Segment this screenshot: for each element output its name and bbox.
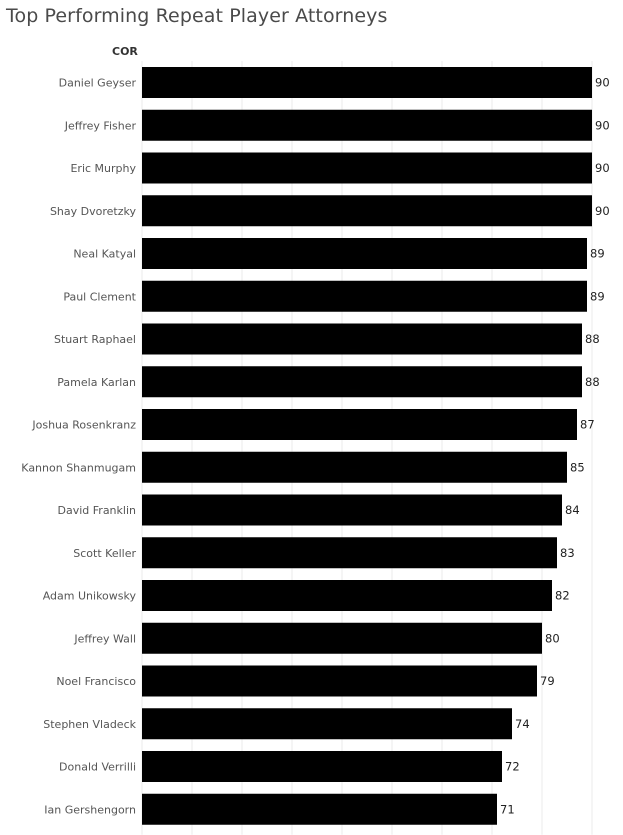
- bar[interactable]: [142, 195, 592, 227]
- chart-title: Top Performing Repeat Player Attorneys: [6, 5, 388, 27]
- category-label: Ian Gershengorn: [44, 803, 136, 816]
- category-label: Kannon Shanmugam: [21, 461, 136, 474]
- category-label: Stephen Vladeck: [43, 718, 136, 731]
- category-label: Adam Unikowsky: [43, 590, 137, 603]
- category-label: Scott Keller: [73, 547, 136, 560]
- value-labels: 90 90 90 90 89 89 88 88 87 85 84 83 82 80 79 74 72 71: [500, 76, 610, 817]
- value-label: 83: [560, 546, 575, 560]
- category-label: Stuart Raphael: [54, 333, 136, 346]
- bar[interactable]: [142, 280, 587, 312]
- category-label: Shay Dvoretzky: [50, 205, 137, 218]
- value-label: 89: [590, 289, 605, 303]
- category-label: Paul Clement: [63, 290, 136, 303]
- value-label: 88: [585, 375, 600, 389]
- bar[interactable]: [142, 751, 502, 782]
- bar[interactable]: [142, 67, 592, 98]
- value-label: 82: [555, 589, 570, 603]
- bar[interactable]: [142, 366, 582, 398]
- category-label: David Franklin: [58, 504, 137, 517]
- gridlines: [141, 61, 593, 835]
- value-label: 71: [500, 802, 515, 816]
- bar[interactable]: [142, 708, 512, 740]
- category-label: Noel Francisco: [56, 675, 136, 688]
- bar[interactable]: [142, 152, 592, 184]
- bars: [142, 67, 592, 825]
- value-label: 80: [545, 631, 560, 645]
- value-label: 74: [515, 717, 530, 731]
- row-header: COR: [112, 45, 138, 58]
- bar[interactable]: [142, 580, 552, 611]
- bar[interactable]: [142, 451, 567, 483]
- value-label: 90: [595, 204, 610, 218]
- category-label: Jeffrey Wall: [73, 632, 136, 645]
- value-label: 90: [595, 118, 610, 132]
- value-label: 72: [505, 760, 520, 774]
- bar[interactable]: [142, 494, 562, 526]
- category-label: Neal Katyal: [73, 248, 136, 261]
- bar[interactable]: [142, 323, 582, 355]
- value-label: 90: [595, 161, 610, 175]
- category-label: Daniel Geyser: [59, 77, 137, 90]
- value-label: 84: [565, 503, 580, 517]
- value-label: 87: [580, 418, 595, 432]
- value-label: 89: [590, 247, 605, 261]
- category-label: Pamela Karlan: [57, 376, 136, 389]
- value-label: 88: [585, 332, 600, 346]
- bar[interactable]: [142, 238, 587, 269]
- bar[interactable]: [142, 793, 497, 825]
- bar[interactable]: [142, 409, 577, 440]
- bar[interactable]: [142, 109, 592, 141]
- bar[interactable]: [142, 665, 537, 697]
- category-labels: Daniel Geyser Jeffrey Fisher Eric Murphy Sh…: [21, 77, 136, 817]
- category-label: Eric Murphy: [70, 162, 136, 175]
- category-label: Joshua Rosenkranz: [31, 419, 136, 432]
- category-label: Donald Verrilli: [59, 761, 136, 774]
- value-label: 85: [570, 460, 585, 474]
- value-label: 90: [595, 76, 610, 90]
- bar[interactable]: [142, 537, 557, 569]
- value-label: 79: [540, 674, 555, 688]
- bar[interactable]: [142, 622, 542, 654]
- category-label: Jeffrey Fisher: [64, 119, 137, 132]
